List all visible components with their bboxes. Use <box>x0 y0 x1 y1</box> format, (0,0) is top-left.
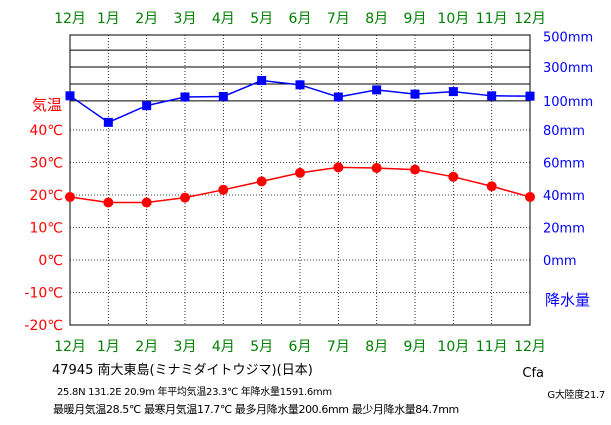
temperature-point <box>180 192 190 203</box>
month-label-top: 12月 <box>514 11 546 27</box>
month-label-bottom: 7月 <box>327 339 350 355</box>
temperature-point <box>525 191 535 202</box>
month-label-bottom: 11月 <box>476 339 508 355</box>
month-label-bottom: 1月 <box>97 339 120 355</box>
precipitation-series <box>65 75 535 127</box>
precipitation-axis: 降水量 500mm 300mm 100mm 80mm 60mm 40mm 20mm 0mm <box>543 31 593 310</box>
month-label-bottom: 12月 <box>54 339 86 355</box>
temperature-point <box>410 164 420 175</box>
month-label-top: 1月 <box>97 11 120 27</box>
station-extremes: 最暖月気温28.5℃ 最寒月気温17.7℃ 最多月降水量200.6mm 最少月降… <box>53 403 459 416</box>
month-label-top: 5月 <box>250 11 273 27</box>
precipitation-point <box>525 91 535 101</box>
month-label-bottom: 10月 <box>437 339 469 355</box>
continentality-index: G大陸度21.7 <box>547 390 605 401</box>
top-month-labels: 12月 1月 2月 3月 4月 5月 6月 7月 8月 9月 10月 11月 12月 <box>54 11 546 27</box>
climate-class: Cfa <box>522 366 544 381</box>
temperature-point <box>256 176 267 187</box>
month-label-top: 2月 <box>135 11 158 27</box>
month-label-bottom: 6月 <box>289 339 312 355</box>
precipitation-tick-label: 300mm <box>543 61 593 76</box>
precipitation-tick-label: 20mm <box>543 222 585 237</box>
temperature-point <box>371 163 382 174</box>
temperature-point <box>448 171 459 182</box>
month-label-top: 6月 <box>289 11 312 27</box>
precipitation-point <box>448 87 458 97</box>
temperature-tick-label: -10℃ <box>24 286 63 302</box>
month-label-bottom: 3月 <box>174 339 197 355</box>
precipitation-tick-label: 500mm <box>543 31 593 46</box>
temperature-point <box>486 181 497 192</box>
temperature-tick-label: 10℃ <box>29 221 63 237</box>
temperature-point <box>103 197 114 208</box>
precipitation-point <box>142 101 152 111</box>
precipitation-tick-label: 100mm <box>543 95 593 110</box>
month-label-bottom: 12月 <box>514 339 546 355</box>
precipitation-tick-label: 60mm <box>543 157 585 172</box>
temperature-tick-label: 0℃ <box>38 253 63 269</box>
precipitation-point <box>410 89 420 99</box>
month-label-bottom: 4月 <box>212 339 235 355</box>
precipitation-point <box>372 85 382 95</box>
month-label-top: 9月 <box>404 11 427 27</box>
grid-lines <box>69 34 531 326</box>
precipitation-point <box>333 92 343 102</box>
temperature-point <box>333 162 344 173</box>
month-label-top: 8月 <box>365 11 388 27</box>
month-label-bottom: 9月 <box>404 339 427 355</box>
precipitation-axis-label: 降水量 <box>545 291 590 309</box>
month-label-bottom: 5月 <box>250 339 273 355</box>
month-label-bottom: 8月 <box>365 339 388 355</box>
month-label-top: 10月 <box>437 11 469 27</box>
bottom-month-labels: 12月 1月 2月 3月 4月 5月 6月 7月 8月 9月 10月 11月 12月 <box>54 339 546 355</box>
temperature-axis-label: 気温 <box>32 96 62 114</box>
month-label-top: 4月 <box>212 11 235 27</box>
temperature-point <box>141 197 152 208</box>
precipitation-point <box>487 91 497 101</box>
month-label-bottom: 2月 <box>135 339 158 355</box>
station-summary: 25.8N 131.2E 20.9m 年平均気温23.3℃ 年降水量1591.6… <box>57 387 332 398</box>
precipitation-tick-label: 80mm <box>543 124 585 139</box>
precipitation-point <box>180 92 190 102</box>
station-title: 47945 南大東島(ミナミダイトウジマ)(日本) <box>52 363 313 378</box>
precipitation-point <box>103 117 113 127</box>
temperature-tick-label: 30℃ <box>29 156 63 172</box>
temperature-tick-label: 40℃ <box>29 123 63 139</box>
month-label-top: 12月 <box>54 11 86 27</box>
month-label-top: 7月 <box>327 11 350 27</box>
precipitation-point <box>65 91 75 101</box>
precipitation-point <box>257 75 267 85</box>
precipitation-point <box>295 80 305 90</box>
temperature-point <box>218 184 229 195</box>
temperature-series <box>65 162 535 208</box>
precipitation-tick-label: 40mm <box>543 189 585 204</box>
precipitation-point <box>218 91 228 101</box>
month-label-top: 11月 <box>476 11 508 27</box>
precipitation-tick-label: 0mm <box>543 254 577 269</box>
month-label-top: 3月 <box>174 11 197 27</box>
temperature-axis: 気温 40℃ 30℃ 20℃ 10℃ 0℃ -10℃ -20℃ <box>24 96 63 334</box>
temperature-point <box>295 167 305 178</box>
temperature-point <box>65 191 75 202</box>
temperature-tick-label: 20℃ <box>29 188 63 204</box>
temperature-tick-label: -20℃ <box>24 318 63 334</box>
